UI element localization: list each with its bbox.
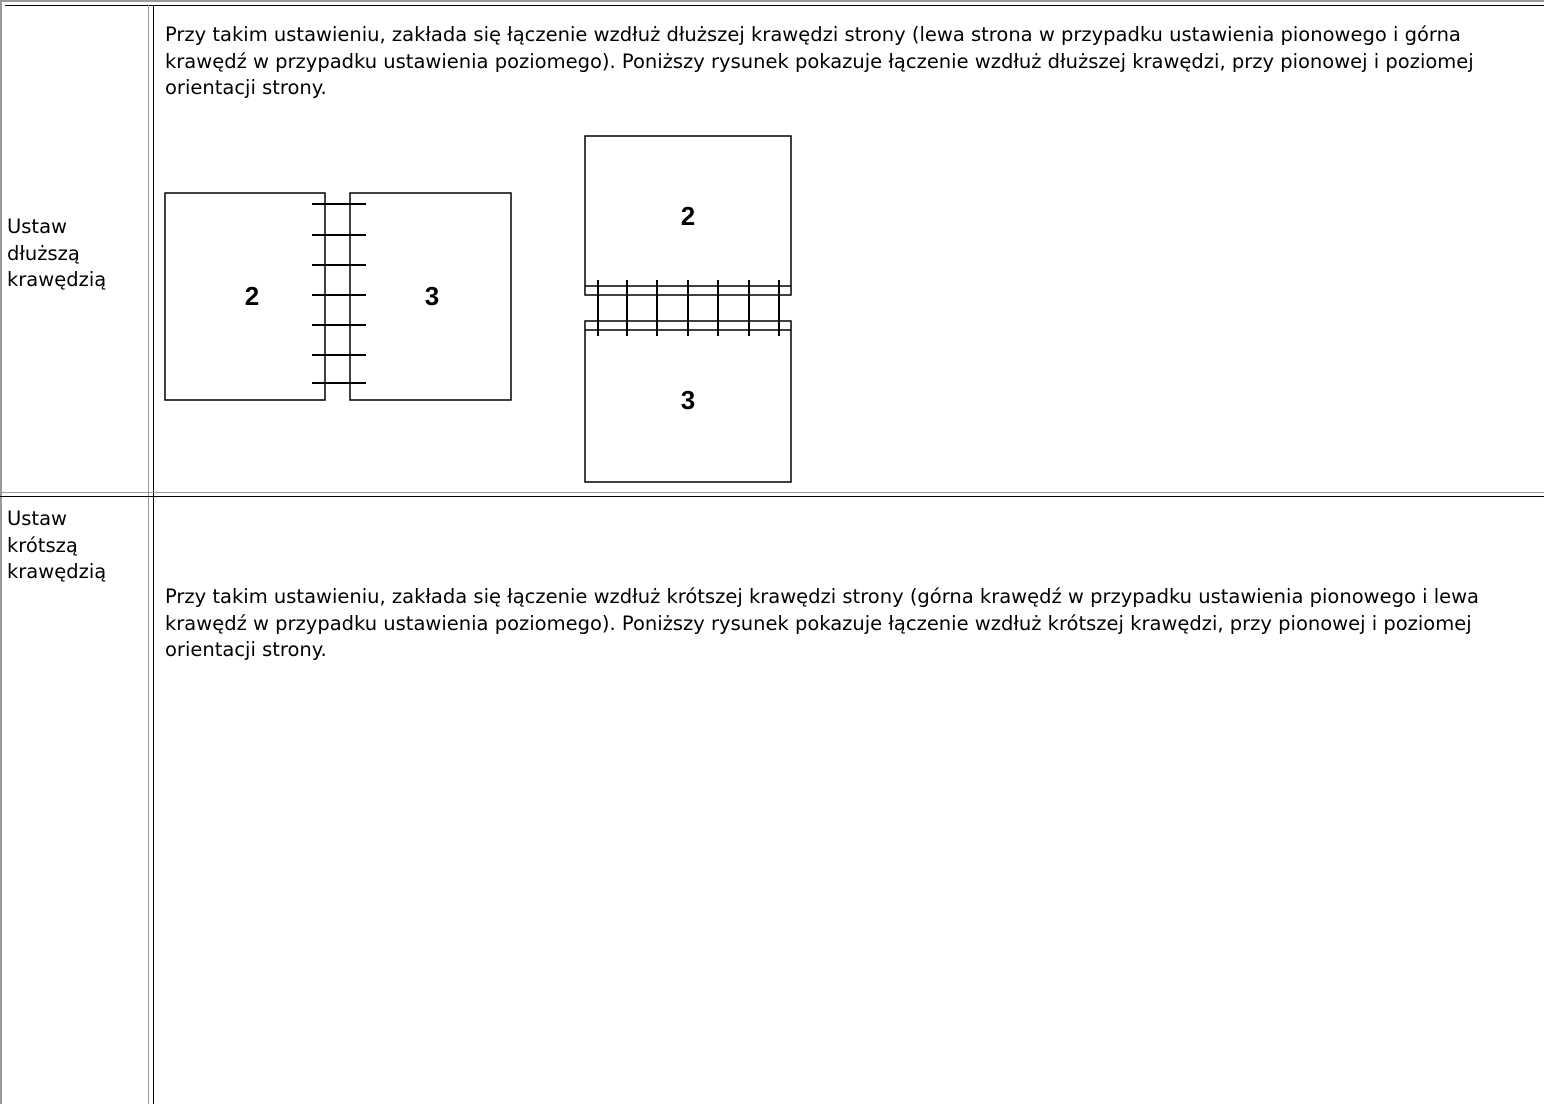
page-number: 2 — [681, 201, 695, 231]
page-number: 2 — [245, 281, 259, 311]
binding-figure: 2 3 2 3 — [164, 135, 792, 483]
row-label: Ustaw dłuższą krawędzią — [7, 215, 107, 291]
page-number: 3 — [425, 281, 439, 311]
border — [148, 5, 149, 1104]
page-number: 3 — [681, 385, 695, 415]
row-label: Ustaw krótszą krawędzią — [7, 507, 107, 583]
row-text: Przy takim ustawieniu, zakłada się łącze… — [165, 23, 1474, 99]
border — [0, 492, 1544, 493]
border — [0, 0, 1544, 2]
border — [0, 496, 1544, 497]
border — [5, 5, 1544, 6]
row-text: Przy takim ustawieniu, zakłada się łącze… — [165, 585, 1480, 661]
border — [0, 0, 2, 1104]
border — [153, 5, 154, 1104]
